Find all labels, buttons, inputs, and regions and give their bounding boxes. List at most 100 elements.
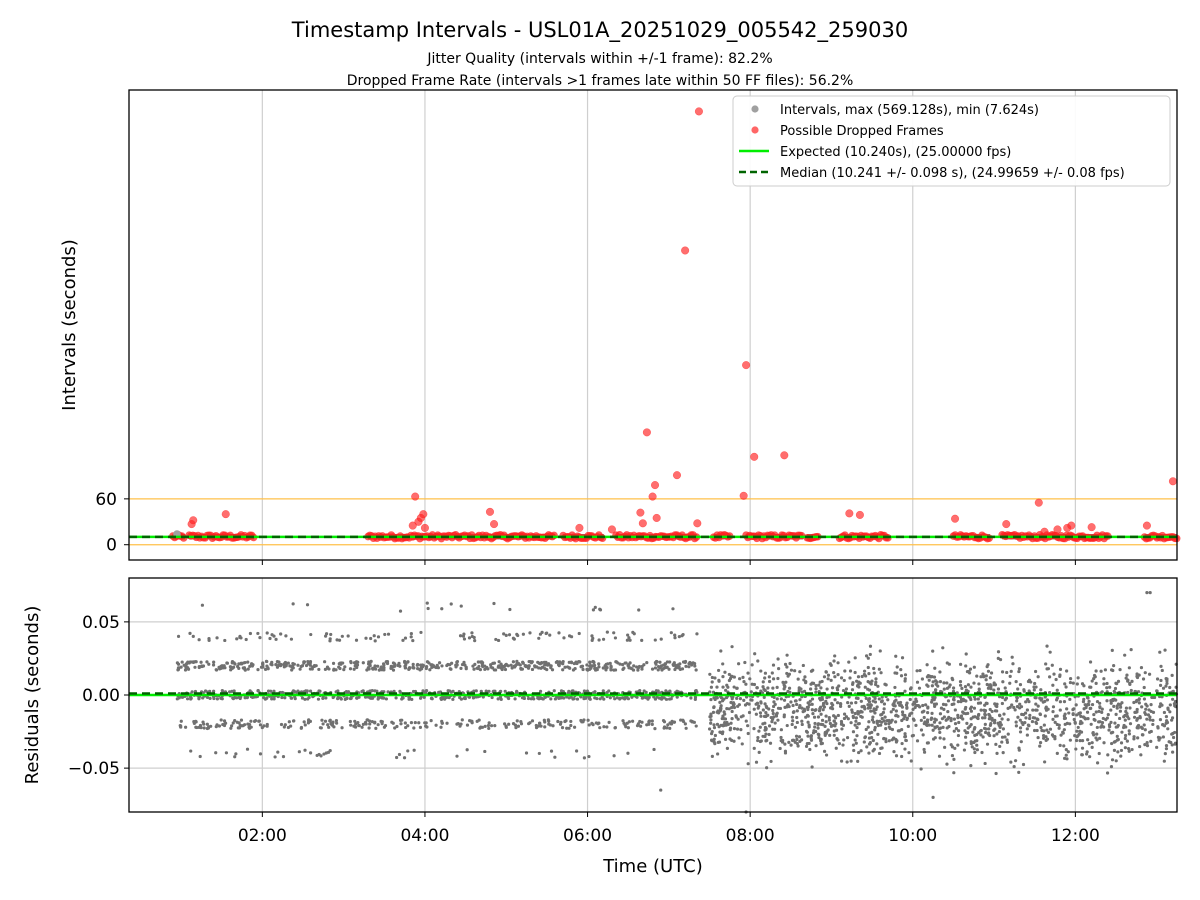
residual-point: [866, 665, 870, 670]
residual-point: [745, 701, 749, 706]
residual-point: [1102, 682, 1106, 686]
residual-point: [903, 747, 907, 751]
residual-point: [887, 739, 891, 743]
residual-point: [834, 746, 838, 750]
residual-point: [657, 696, 662, 700]
residual-point: [803, 675, 807, 679]
residual-point: [982, 674, 987, 678]
residual-point: [1031, 708, 1035, 712]
residual-point: [543, 725, 547, 729]
residual-point: [1135, 726, 1139, 730]
residual-point: [516, 724, 521, 728]
residual-point: [303, 697, 307, 701]
residual-point: [775, 697, 779, 701]
residual-point: [986, 686, 991, 690]
residual-point: [930, 684, 934, 688]
residual-point: [1050, 663, 1054, 667]
residual-point: [774, 712, 779, 716]
residual-point: [763, 734, 767, 739]
residual-point: [1112, 748, 1117, 752]
residual-point: [829, 678, 833, 682]
dropped-frame-outlier: [855, 510, 864, 519]
residual-point: [637, 664, 642, 669]
residual-point: [513, 697, 517, 701]
residual-point: [708, 715, 712, 719]
residual-point: [1119, 748, 1124, 753]
residual-point: [1020, 712, 1024, 716]
residual-point: [502, 632, 506, 636]
residual-point: [360, 689, 364, 694]
residual-point: [573, 725, 577, 729]
residual-point: [461, 634, 465, 638]
residual-point: [825, 687, 829, 691]
residual-point: [233, 719, 237, 723]
residual-point: [767, 679, 772, 684]
residual-point: [735, 696, 739, 700]
residual-point: [929, 716, 934, 720]
residual-point: [1024, 716, 1028, 720]
residual-point: [904, 703, 909, 707]
residual-point: [373, 639, 377, 643]
residual-point: [942, 681, 946, 685]
residual-point: [459, 666, 463, 670]
residual-point: [1151, 710, 1156, 714]
residual-point: [908, 697, 912, 702]
residual-point: [1094, 710, 1098, 714]
residual-point: [786, 689, 790, 694]
residual-point: [983, 722, 987, 726]
residual-point: [862, 740, 866, 744]
residual-point: [844, 715, 849, 719]
dropped-frame-outlier: [485, 507, 495, 516]
residual-point: [496, 638, 501, 643]
residual-point: [666, 723, 670, 727]
residual-point: [1044, 738, 1048, 742]
residual-point: [321, 696, 325, 700]
residual-point: [694, 724, 698, 728]
residual-point: [349, 723, 353, 727]
residual-point: [395, 724, 399, 729]
residual-point: [882, 707, 886, 711]
residual-point: [719, 707, 723, 711]
residual-point: [1041, 700, 1045, 704]
residual-point: [537, 721, 542, 725]
residual-point: [1038, 712, 1042, 716]
residual-point: [230, 659, 235, 664]
residual-point: [632, 664, 636, 668]
residual-point: [588, 663, 593, 668]
residual-point: [953, 708, 957, 712]
residual-point: [406, 660, 410, 664]
residual-point: [560, 726, 565, 730]
residual-point: [964, 688, 969, 692]
residual-point: [966, 726, 970, 730]
residual-point: [225, 661, 230, 665]
residual-point: [383, 724, 388, 728]
residual-point: [197, 696, 201, 700]
residual-point: [1025, 733, 1029, 737]
residual-point: [209, 724, 213, 728]
residual-point: [1014, 680, 1018, 684]
residual-point: [1094, 669, 1098, 673]
residual-point: [238, 635, 242, 640]
residual-point: [852, 748, 856, 753]
residual-point: [764, 704, 768, 708]
dropped-frame-outlier: [672, 471, 682, 480]
residual-point: [802, 689, 807, 693]
residual-point: [1079, 714, 1083, 718]
residual-point: [1123, 733, 1128, 738]
residual-point: [593, 696, 597, 700]
residual-point: [205, 660, 209, 664]
residual-point: [776, 657, 780, 661]
residual-point: [741, 675, 745, 679]
residual-point: [1106, 712, 1110, 717]
residual-point: [515, 662, 519, 666]
residual-point: [627, 636, 631, 640]
residual-point: [274, 662, 278, 667]
residual-point: [972, 681, 976, 685]
residual-point: [965, 670, 970, 674]
residual-point: [724, 688, 728, 692]
residual-point: [601, 689, 605, 693]
residual-point: [872, 720, 876, 724]
residual-point: [406, 749, 410, 753]
residual-point: [1039, 725, 1043, 730]
residual-point: [328, 718, 332, 722]
